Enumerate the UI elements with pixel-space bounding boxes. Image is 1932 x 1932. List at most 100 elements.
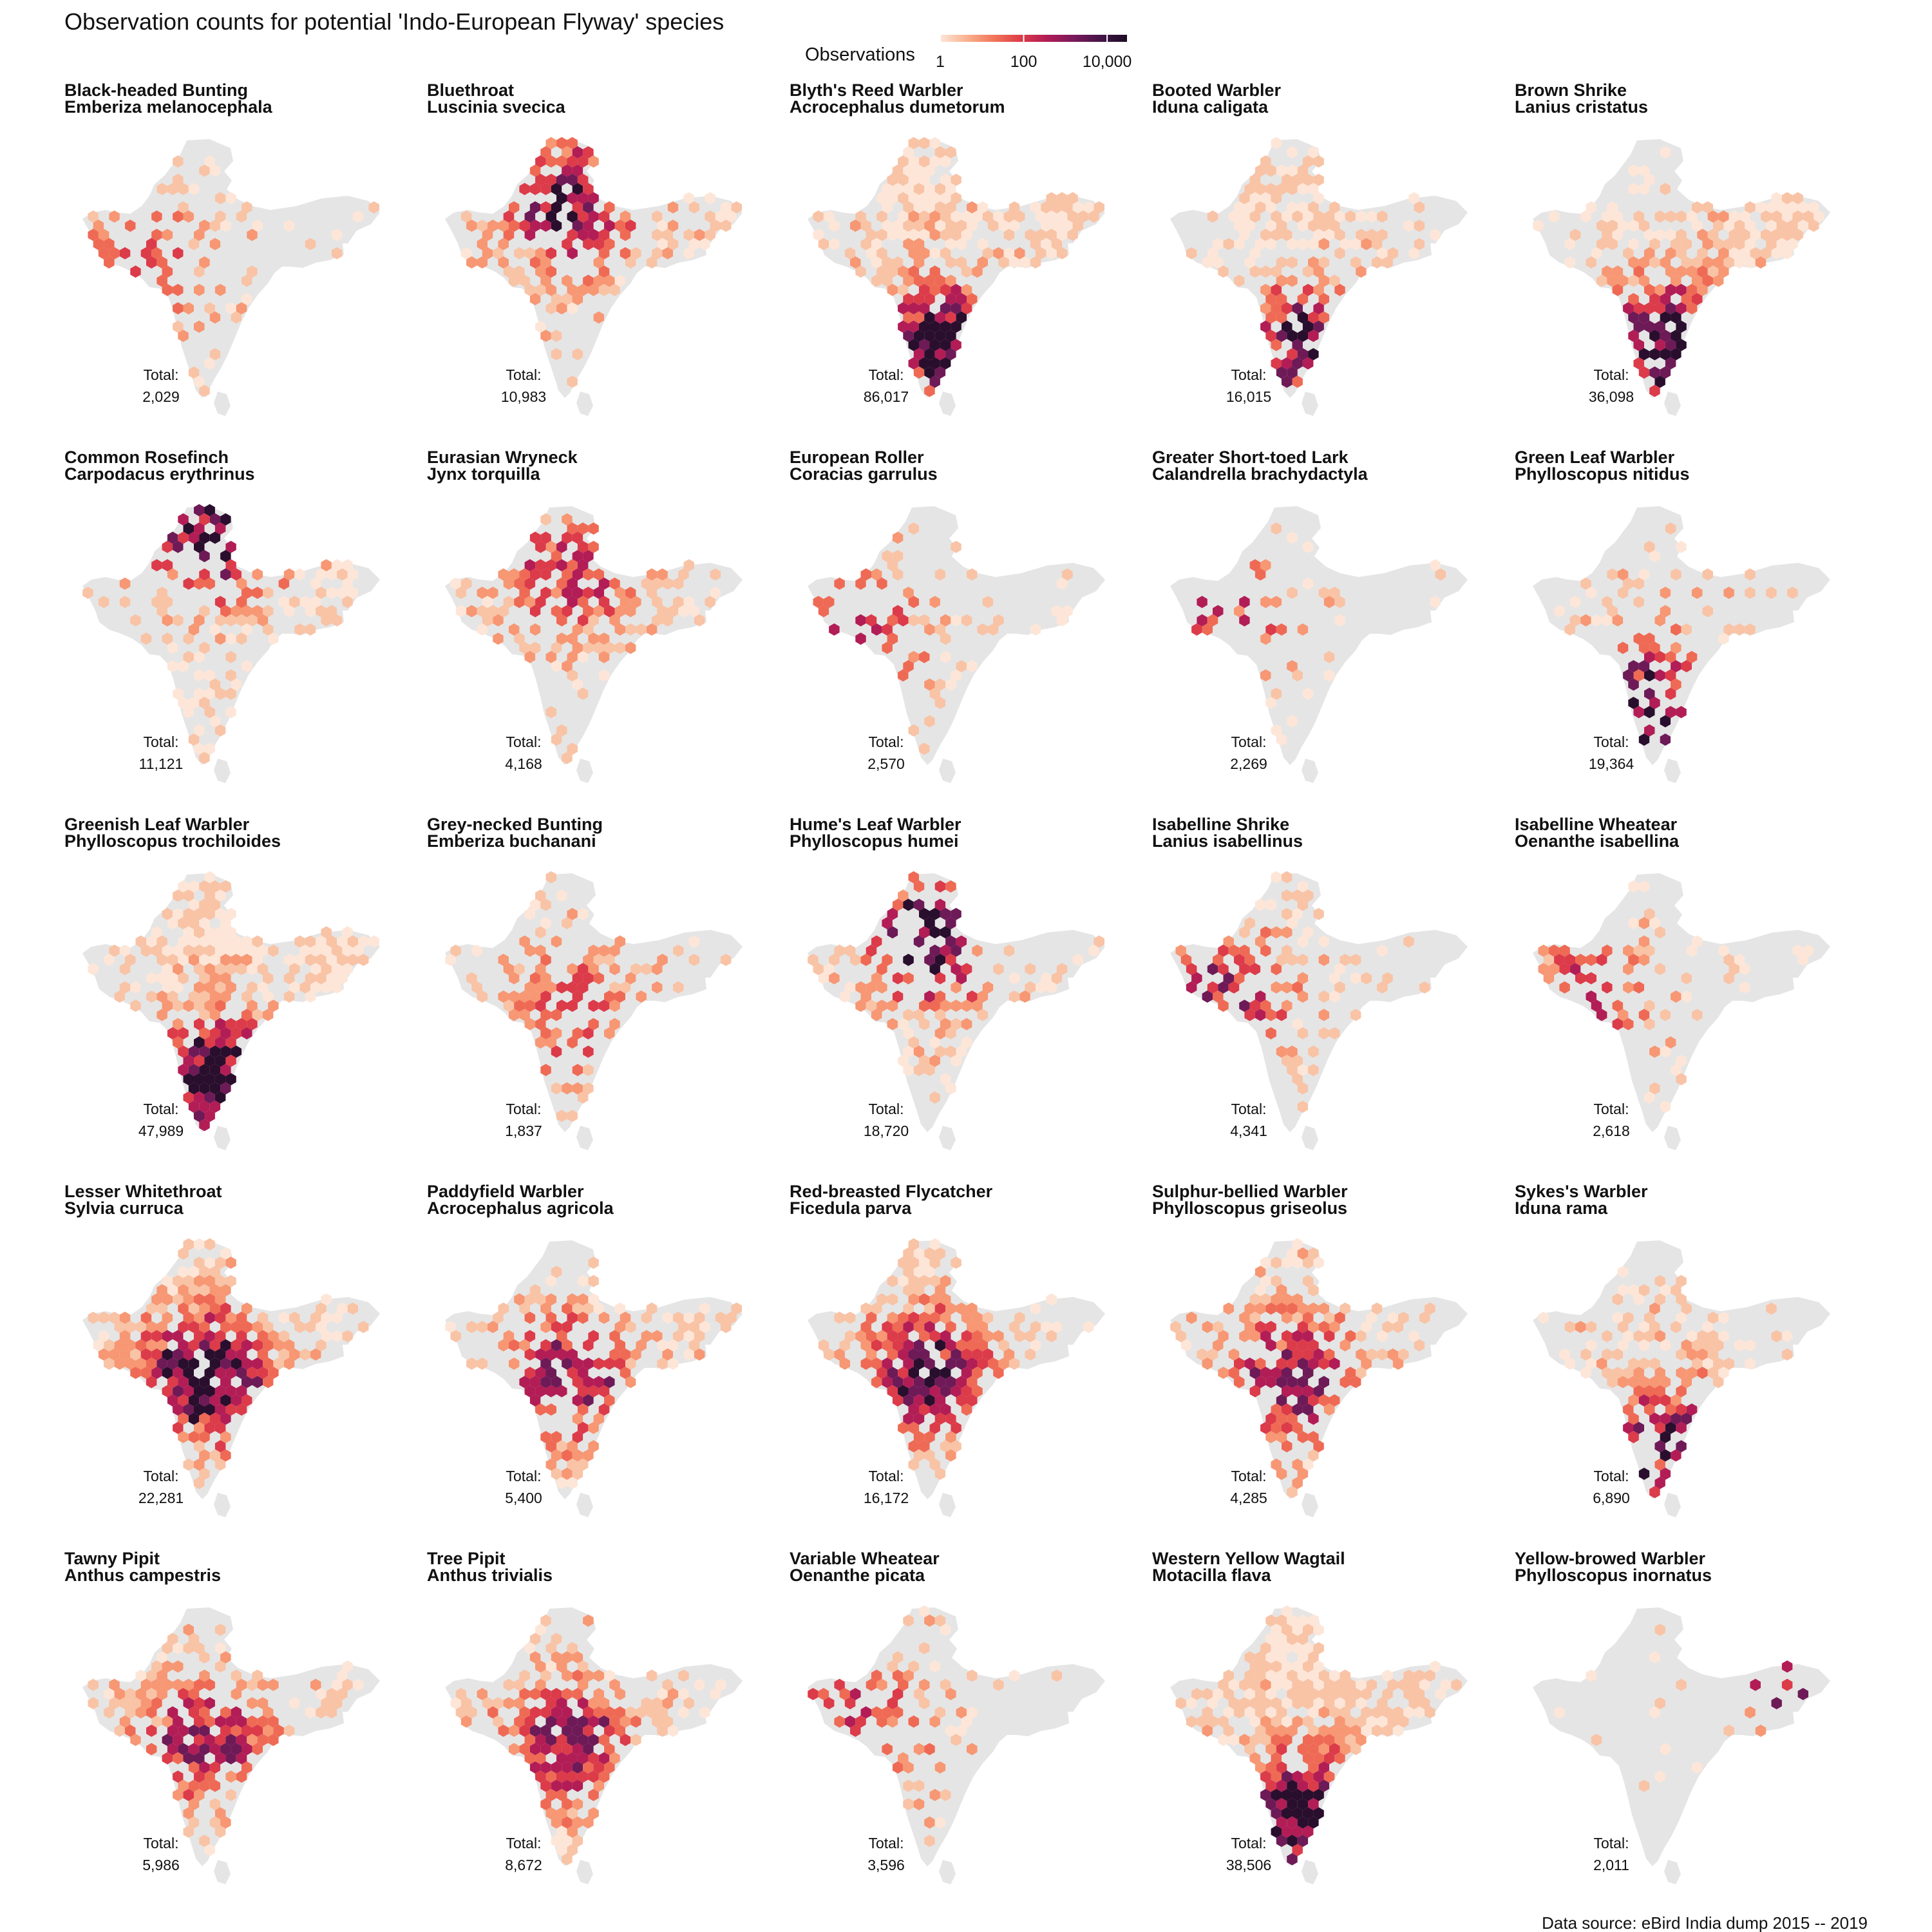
hex-cell — [919, 339, 930, 352]
hex-cell — [493, 632, 504, 645]
hex-cell — [945, 1449, 956, 1462]
hex-cell — [919, 926, 930, 939]
hex-cell — [1728, 210, 1740, 223]
hex-cell — [1607, 568, 1618, 581]
hex-cell — [924, 715, 935, 728]
hex-cell — [588, 283, 599, 296]
hex-cell — [1638, 917, 1650, 929]
hex-cell — [310, 944, 321, 957]
hex-cell — [524, 596, 536, 609]
hex-cell — [583, 1394, 594, 1406]
hex-cell — [125, 1358, 136, 1370]
hex-cell — [167, 1027, 178, 1039]
hex-cell — [503, 577, 515, 590]
hex-cell — [1019, 990, 1030, 1003]
hex-cell — [572, 1064, 583, 1076]
hex-cell — [562, 274, 573, 287]
hex-cell — [252, 605, 263, 618]
hex-cell — [1649, 1082, 1660, 1095]
hex-cell — [1287, 1412, 1298, 1425]
hex-cell — [1282, 1311, 1293, 1324]
hex-cell — [1180, 1339, 1192, 1352]
hex-cell — [1186, 981, 1197, 994]
hex-cell — [1287, 1376, 1298, 1388]
hex-cell — [662, 1348, 673, 1361]
hex-cell — [951, 981, 961, 994]
hex-cell — [545, 247, 556, 260]
land-india — [808, 1607, 1094, 1866]
hex-cell — [572, 1394, 583, 1406]
hex-cell — [1297, 898, 1309, 911]
hex-cell — [1323, 229, 1335, 242]
hex-cell — [1792, 944, 1803, 957]
hex-cell — [167, 183, 178, 195]
hex-cell — [252, 935, 263, 948]
hex-cell — [242, 201, 252, 214]
hex-cell — [204, 981, 215, 994]
hex-cell — [898, 1330, 909, 1343]
hex-cell — [1041, 238, 1052, 251]
hex-cell — [1430, 229, 1441, 242]
panel-total-label: Total: — [1231, 366, 1267, 383]
hex-cell — [545, 1385, 556, 1397]
hex-cell — [1255, 183, 1266, 195]
hex-cell — [1654, 229, 1665, 242]
hex-cell — [162, 265, 173, 278]
hex-cell — [183, 1367, 194, 1379]
hex-cell — [945, 917, 956, 929]
hex-cell — [1308, 256, 1319, 269]
hex-cell — [242, 623, 252, 636]
hex-cell — [646, 256, 658, 269]
hex-cell — [1077, 210, 1089, 223]
hex-cell — [614, 220, 625, 232]
hex-cell — [839, 1339, 850, 1352]
hex-cell — [887, 907, 898, 920]
hex-cell — [1654, 963, 1665, 976]
hex-cell — [540, 898, 551, 911]
hex-cell — [903, 201, 914, 214]
hex-cell — [183, 650, 194, 663]
hex-cell — [993, 210, 1004, 223]
hex-cells — [813, 522, 1073, 755]
hex-cell — [662, 229, 673, 242]
hex-cell — [929, 687, 940, 700]
hex-cell — [1350, 1009, 1361, 1021]
panel-scientific-name: Emberiza buchanani — [427, 831, 596, 851]
hex-cell — [855, 577, 866, 590]
hex-cell — [892, 164, 904, 177]
hex-cell — [1046, 247, 1057, 260]
hex-cell — [199, 972, 210, 985]
hex-cell — [214, 1036, 226, 1049]
hex-cell — [347, 587, 358, 599]
hex-cell — [199, 917, 210, 929]
hex-cell — [1271, 963, 1282, 976]
land-sri-lanka — [1664, 1126, 1681, 1150]
hex-cell — [509, 972, 520, 985]
hex-cell — [577, 173, 589, 186]
hex-cell — [231, 678, 242, 691]
hex-cell — [1239, 1330, 1250, 1343]
hex-cell — [1260, 155, 1271, 168]
hex-cell — [844, 981, 856, 994]
hex-cell — [1607, 201, 1618, 214]
hex-cell — [562, 1339, 573, 1352]
hex-cell — [593, 568, 604, 581]
hex-cell — [1787, 220, 1798, 232]
panel-total-label: Total: — [144, 366, 179, 383]
hex-cell — [945, 1082, 956, 1095]
hex-cell — [1308, 330, 1319, 342]
hex-cell — [1207, 210, 1218, 223]
hex-cell — [1377, 229, 1388, 242]
hex-cell — [1313, 229, 1324, 242]
hex-cell — [604, 1376, 615, 1388]
hex-cell — [1041, 220, 1052, 232]
hex-cell — [721, 954, 732, 966]
hex-cell — [236, 632, 247, 645]
hex-cell — [509, 623, 520, 636]
hex-cell — [1612, 1293, 1624, 1306]
hex-cell — [924, 990, 935, 1003]
hex-cell — [934, 623, 946, 636]
hex-cell — [940, 302, 951, 315]
hex-cell — [1056, 963, 1068, 976]
